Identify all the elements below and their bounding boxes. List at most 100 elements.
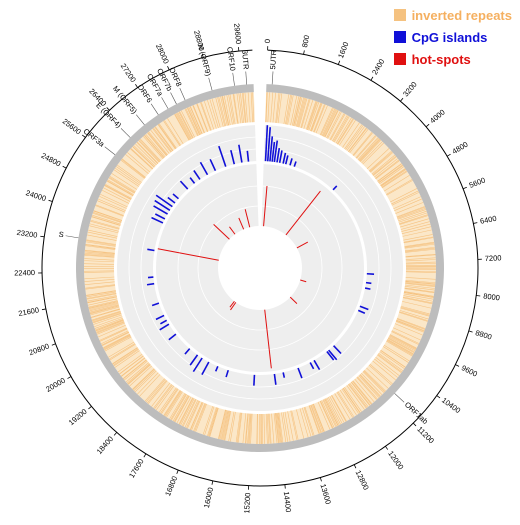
axis-tick: [354, 465, 356, 469]
gene-label-leader: [105, 147, 115, 155]
axis-tick-label: 29600: [232, 23, 243, 45]
gene-label: N (ORF9): [196, 43, 213, 77]
legend-swatch-inverted-repeats: [394, 9, 406, 21]
gene-label: S: [58, 230, 64, 240]
gene-label-leader: [395, 393, 405, 402]
axis-tick: [338, 61, 339, 65]
axis-tick: [49, 200, 53, 201]
gene-label-leader: [151, 104, 158, 115]
axis-tick-label: 12000: [386, 449, 405, 471]
legend-label: CpG islands: [412, 30, 488, 45]
axis-tick-label: 24000: [25, 188, 48, 203]
axis-tick-label: 14400: [282, 491, 293, 513]
gene-label: 5UTR: [268, 49, 278, 70]
axis-tick: [400, 98, 403, 101]
gene-label-leader: [136, 115, 144, 125]
gene-label-leader: [121, 128, 130, 137]
gene-label: E (ORF4): [94, 101, 123, 130]
legend-item-inverted-repeats: inverted repeats: [394, 4, 512, 26]
axis-tick-label: 5600: [468, 175, 487, 189]
axis-tick: [52, 344, 56, 345]
hotspot-track-background: [156, 164, 364, 372]
axis-tick-label: 16000: [202, 487, 215, 509]
axis-tick: [371, 77, 373, 80]
gene-label-leader: [171, 92, 177, 104]
axis-tick: [437, 396, 440, 398]
axis-tick-label: 0: [263, 39, 272, 43]
axis-tick-label: 7200: [485, 253, 502, 263]
axis-tick: [455, 365, 459, 367]
gene-label: ORF1ab: [403, 400, 430, 426]
axis-tick: [413, 423, 416, 426]
cpg-island-mark: [366, 283, 371, 284]
gene-label-leader: [272, 71, 273, 84]
axis-tick-label: 800: [300, 34, 311, 48]
axis-tick: [385, 446, 387, 449]
axis-tick-label: 3200: [401, 80, 419, 99]
cpg-island-mark: [147, 284, 154, 285]
axis-tick: [67, 377, 70, 379]
legend-label: inverted repeats: [412, 8, 512, 23]
cpg-island-mark: [254, 375, 255, 386]
gene-label-leader: [209, 78, 212, 91]
gene-label-leader: [180, 88, 185, 100]
axis-tick: [469, 331, 473, 332]
axis-tick-label: 2400: [370, 57, 386, 76]
axis-tick-label: 19200: [67, 407, 89, 427]
gene-label-leader: [162, 97, 168, 108]
axis-tick-label: 20000: [44, 376, 67, 394]
axis-tick: [40, 236, 44, 237]
axis-tick-label: 15200: [242, 492, 252, 513]
axis-tick-label: 4800: [451, 140, 470, 156]
axis-tick-label: 6400: [479, 214, 497, 226]
axis-tick-label: 11200: [415, 425, 436, 446]
axis-tick-label: 8000: [483, 291, 501, 302]
cpg-island-mark: [365, 288, 370, 289]
axis-tick-label: 23200: [16, 228, 38, 240]
axis-tick-label: 10400: [440, 396, 462, 416]
axis-tick-label: 18400: [95, 434, 115, 456]
legend-item-hot-spots: hot-spots: [394, 48, 512, 70]
axis-tick: [144, 454, 146, 457]
legend: inverted repeats CpG islands hot-spots: [394, 4, 512, 70]
axis-tick: [447, 154, 450, 156]
axis-tick-label: 24800: [40, 151, 63, 169]
gene-label-leader: [246, 72, 247, 85]
axis-tick: [212, 481, 213, 485]
axis-tick-label: 22400: [14, 268, 35, 277]
axis-tick-label: 28000: [154, 42, 171, 65]
axis-tick: [320, 477, 321, 481]
axis-tick-label: 1600: [336, 41, 350, 60]
cpg-island-mark: [283, 372, 284, 377]
axis-tick-label: 13600: [318, 483, 332, 506]
axis-tick-label: 20800: [28, 342, 51, 358]
gene-label-leader: [66, 236, 79, 238]
axis-tick: [463, 187, 467, 188]
axis-tick-label: 25600: [61, 117, 83, 137]
axis-tick: [88, 406, 91, 409]
axis-tick-label: 21600: [18, 305, 40, 318]
axis-tick-label: 8800: [474, 328, 493, 341]
axis-tick: [114, 432, 117, 435]
axis-tick: [177, 470, 179, 474]
legend-label: hot-spots: [412, 52, 471, 67]
track-backgrounds: [117, 125, 403, 411]
legend-item-cpg-islands: CpG islands: [394, 26, 512, 48]
axis-tick-label: 17600: [127, 457, 146, 479]
legend-swatch-hot-spots: [394, 53, 406, 65]
axis-tick: [304, 50, 305, 54]
axis-tick: [42, 309, 46, 310]
axis-tick-label: 27200: [119, 62, 138, 84]
axis-tick-label: 4000: [428, 108, 447, 126]
axis-tick-label: 12800: [354, 469, 371, 492]
axis-tick-label: 16800: [163, 475, 179, 498]
gene-label: 3UTR: [240, 50, 250, 71]
axis-tick: [426, 124, 429, 127]
axis-tick: [476, 296, 480, 297]
gene-label: ORF10: [225, 46, 237, 71]
legend-swatch-cpg-islands: [394, 31, 406, 43]
axis-tick: [63, 166, 67, 168]
gene-label-leader: [233, 73, 235, 86]
